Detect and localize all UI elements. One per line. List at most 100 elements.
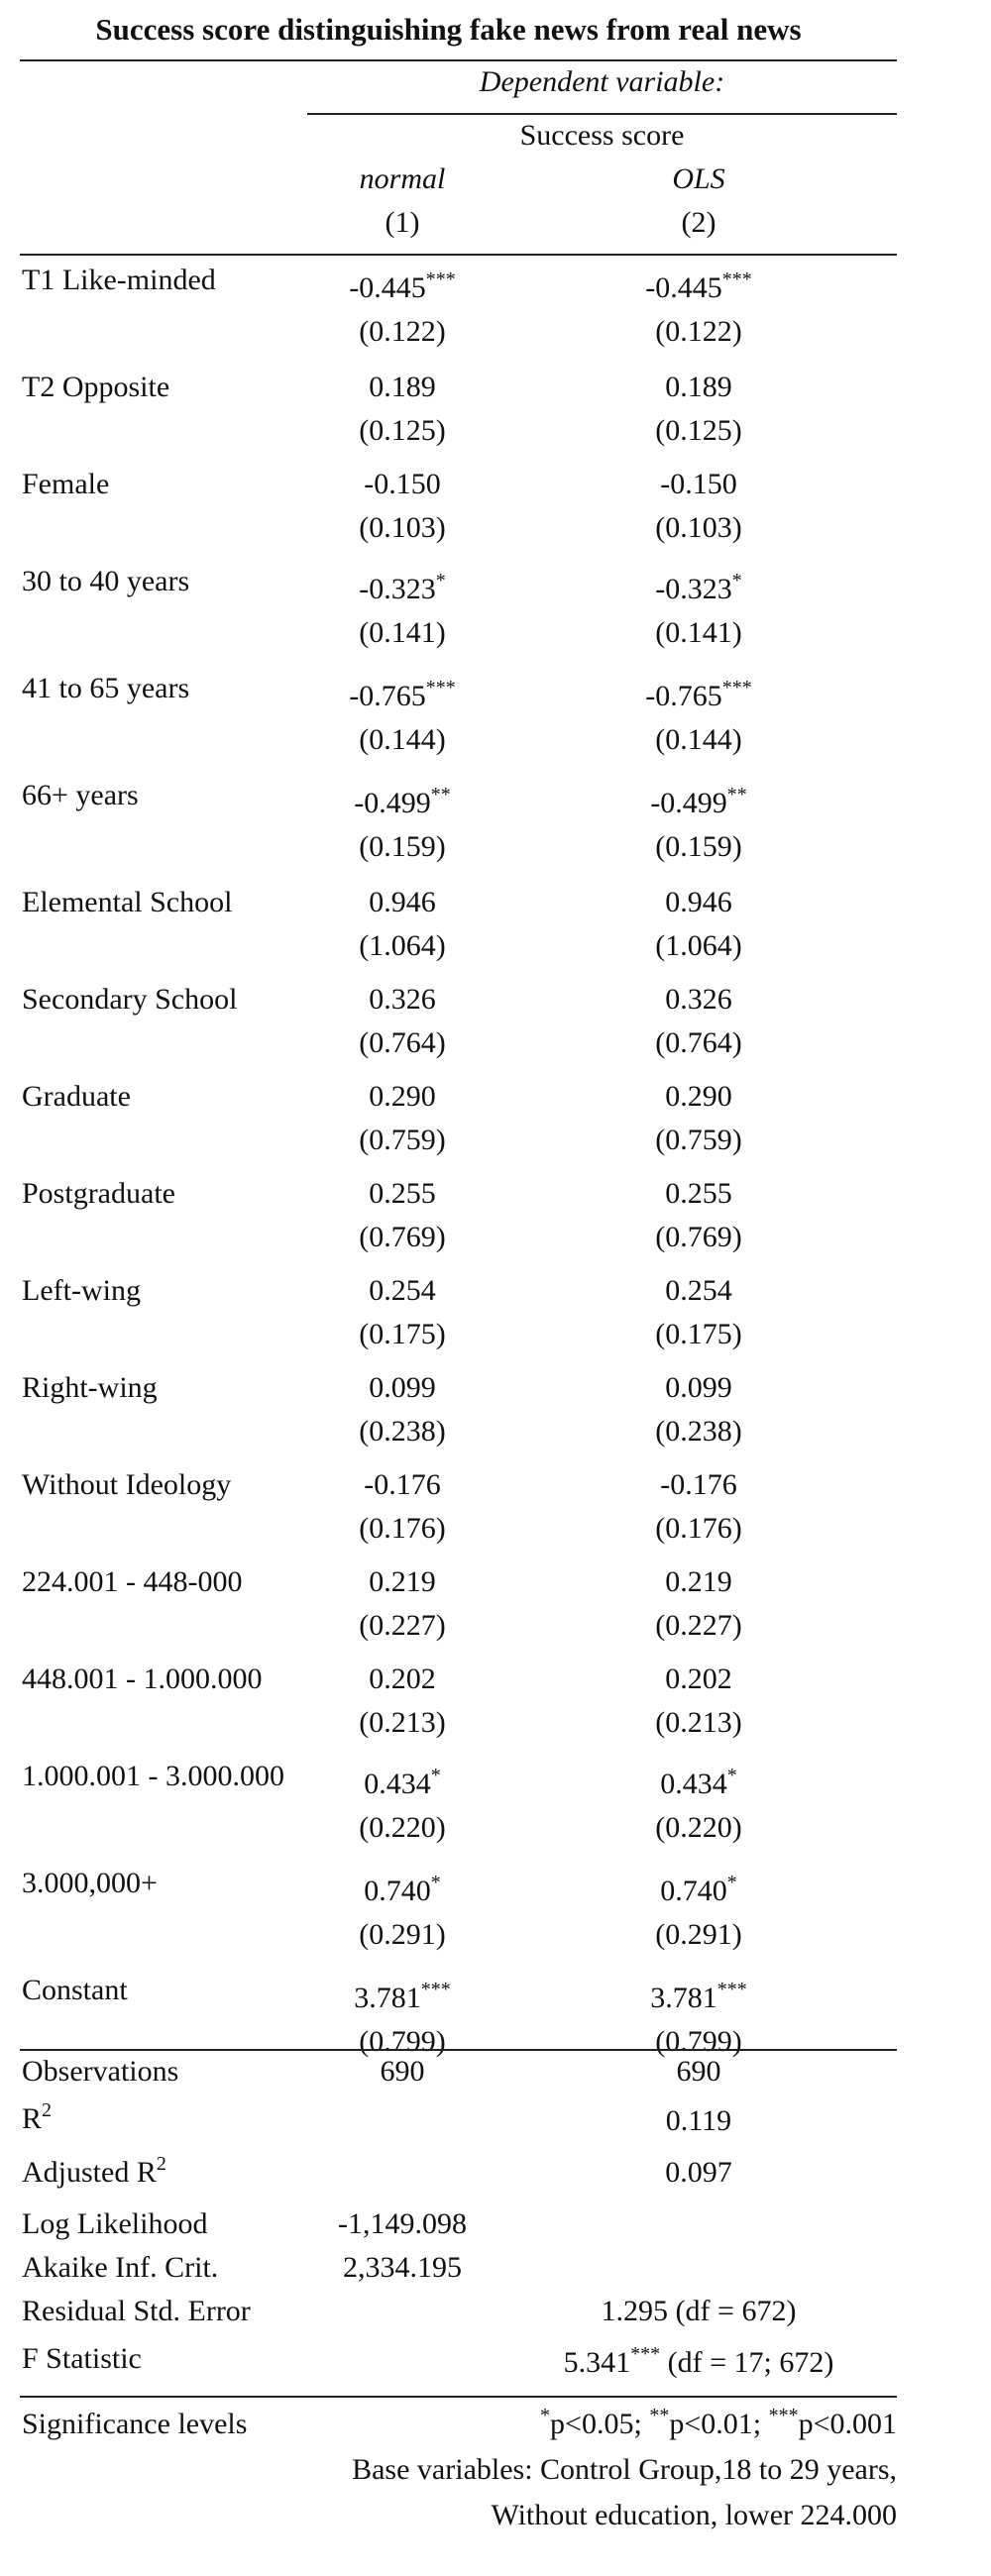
coefficient-value: -0.150: [660, 468, 737, 500]
row-label: Constant: [22, 1974, 128, 2006]
standard-error-m1: (0.764): [359, 1026, 446, 1059]
standard-error-m1: (0.291): [359, 1918, 446, 1951]
coefficient-m2: -0.499**: [570, 785, 827, 820]
standard-error-m2: (0.799): [655, 2025, 742, 2058]
row-label: 66+ years: [22, 779, 139, 811]
standard-error-m1: (0.213): [359, 1706, 446, 1739]
standard-error-m1: (0.125): [359, 414, 446, 447]
coefficient-m1: -0.499**: [274, 785, 531, 820]
significance-stars: ***: [716, 1979, 747, 2000]
row-label: 3.000,000+: [22, 1867, 158, 1899]
stat-observations-m2: 690: [676, 2055, 721, 2088]
standard-error-m2: (0.141): [655, 616, 742, 649]
standard-error-m2: (0.175): [655, 1318, 742, 1350]
coefficient-value: -0.445: [645, 271, 722, 304]
table-title: Success score distinguishing fake news f…: [95, 12, 802, 47]
stat-label-rse: Residual Std. Error: [22, 2295, 251, 2327]
model-2-number: (2): [681, 206, 716, 239]
significance-stars: ***: [721, 677, 752, 698]
notes-base-variables-line1: Base variables: Control Group,18 to 29 y…: [352, 2453, 897, 2486]
coefficient-m2: 0.434*: [570, 1765, 827, 1801]
stat-fstat-value: 5.341*** (df = 17; 672): [563, 2343, 834, 2379]
coefficient-m1: 3.781***: [274, 1979, 531, 2015]
standard-error-m1: (0.238): [359, 1415, 446, 1448]
standard-error-m2: (0.291): [655, 1918, 742, 1951]
coefficient-m1: 0.202: [274, 1663, 531, 1696]
coefficient-value: 0.099: [665, 1371, 732, 1404]
row-label: Left-wing: [22, 1274, 141, 1307]
row-label: Secondary School: [22, 983, 238, 1016]
coefficient-value: 0.255: [369, 1177, 436, 1210]
standard-error-m2: (0.238): [655, 1415, 742, 1448]
coefficient-m1: 0.326: [274, 983, 531, 1017]
coefficient-value: 3.781: [650, 1982, 717, 2014]
standard-error-m2: (0.159): [655, 830, 742, 863]
standard-error-m1: (0.227): [359, 1609, 446, 1642]
coefficient-value: -0.765: [349, 680, 426, 712]
coefficient-m2: 0.326: [570, 983, 827, 1017]
standard-error-m1: (1.064): [359, 929, 446, 962]
coefficient-value: 0.099: [369, 1371, 436, 1404]
coefficient-value: -0.323: [359, 573, 436, 605]
significance-stars: *: [435, 570, 446, 591]
significance-stars: *: [430, 1765, 441, 1786]
coefficient-value: 0.290: [665, 1080, 732, 1113]
significance-stars: ***: [721, 268, 752, 290]
coefficient-m2: 0.740*: [570, 1873, 827, 1908]
coefficient-value: 0.254: [369, 1274, 436, 1307]
standard-error-m2: (0.769): [655, 1221, 742, 1253]
notes-label: Significance levels: [22, 2408, 248, 2440]
stat-label-observations: Observations: [22, 2055, 179, 2088]
coefficient-m1: 0.740*: [274, 1872, 531, 1908]
stat-label-adj-r2: Adjusted R2: [22, 2153, 166, 2189]
coefficient-m1: 0.946: [274, 886, 531, 919]
standard-error-m1: (0.799): [359, 2025, 446, 2058]
stat-label-fstat: F Statistic: [22, 2342, 142, 2375]
coefficient-value: 0.189: [665, 371, 732, 403]
standard-error-m1: (0.175): [359, 1318, 446, 1350]
coefficient-m1: -0.765***: [274, 678, 531, 713]
header-rule: [20, 254, 897, 256]
standard-error-m1: (0.159): [359, 830, 446, 863]
significance-stars: ***: [425, 268, 456, 290]
stat-label-aic: Akaike Inf. Crit.: [22, 2251, 219, 2284]
row-label: 224.001 - 448-000: [22, 1565, 243, 1598]
significance-stars: ***: [420, 1979, 451, 2000]
dependent-variable-name: Success score: [519, 119, 685, 152]
coefficient-value: 0.255: [665, 1177, 732, 1210]
row-label: T1 Like-minded: [22, 264, 216, 296]
standard-error-m1: (0.144): [359, 723, 446, 756]
coefficient-value: 0.202: [369, 1663, 436, 1695]
standard-error-m1: (0.122): [359, 315, 446, 348]
coefficient-m2: -0.323*: [570, 570, 827, 606]
coefficient-value: -0.176: [364, 1468, 441, 1501]
coefficient-m2: 0.255: [570, 1177, 827, 1211]
stats-rule: [20, 2049, 897, 2051]
significance-stars: *: [430, 1872, 441, 1893]
significance-stars: *: [726, 1765, 737, 1786]
standard-error-m1: (0.103): [359, 511, 446, 544]
standard-error-m2: (0.759): [655, 1124, 742, 1156]
significance-stars: *: [731, 570, 742, 591]
coefficient-m2: -0.765***: [570, 677, 827, 713]
coefficient-m1: 0.219: [274, 1565, 531, 1599]
coefficient-m2: 0.099: [570, 1371, 827, 1405]
coefficient-m2: 0.290: [570, 1080, 827, 1114]
row-label: T2 Opposite: [22, 371, 170, 403]
standard-error-m2: (0.103): [655, 511, 742, 544]
notes-rule: [20, 2396, 897, 2398]
coefficient-value: 0.219: [665, 1565, 732, 1598]
standard-error-m2: (0.764): [655, 1026, 742, 1059]
row-label: Without Ideology: [22, 1468, 232, 1501]
coefficient-m2: -0.150: [570, 468, 827, 501]
standard-error-m2: (0.122): [655, 315, 742, 348]
row-label: Right-wing: [22, 1371, 158, 1404]
coefficient-m1: 0.434*: [274, 1765, 531, 1801]
standard-error-m2: (0.213): [655, 1706, 742, 1739]
stat-label-r2: R2: [22, 2099, 53, 2135]
model-2-type: OLS: [672, 162, 725, 195]
coefficient-value: 0.189: [369, 371, 436, 403]
stat-r2-m2: 0.119: [665, 2104, 732, 2137]
row-label: Graduate: [22, 1080, 131, 1113]
